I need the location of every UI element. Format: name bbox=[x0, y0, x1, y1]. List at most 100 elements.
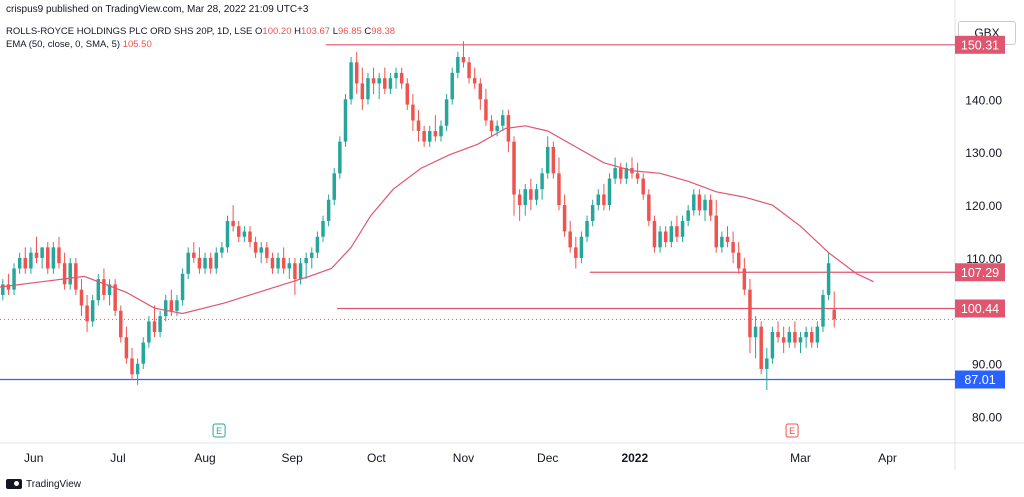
candle-body[interactable] bbox=[444, 99, 449, 126]
candle-body[interactable] bbox=[512, 141, 516, 195]
candle-body[interactable] bbox=[422, 131, 426, 142]
candle-body[interactable] bbox=[158, 316, 162, 332]
candle-body[interactable] bbox=[686, 210, 690, 221]
candle-body[interactable] bbox=[231, 220, 235, 227]
candle-body[interactable] bbox=[220, 247, 224, 253]
candle-body[interactable] bbox=[197, 257, 202, 269]
candle-body[interactable] bbox=[798, 337, 803, 343]
candle-body[interactable] bbox=[540, 173, 544, 190]
candle-body[interactable] bbox=[703, 199, 707, 211]
candle-body[interactable] bbox=[265, 247, 269, 258]
candle-body[interactable] bbox=[484, 99, 488, 121]
earnings-marker[interactable] bbox=[212, 423, 226, 438]
candle-body[interactable] bbox=[29, 252, 33, 269]
candle-body[interactable] bbox=[456, 57, 460, 73]
candle-body[interactable] bbox=[276, 257, 280, 269]
candle-body[interactable] bbox=[692, 194, 696, 211]
candle-body[interactable] bbox=[208, 257, 213, 269]
candle-body[interactable] bbox=[714, 215, 718, 248]
candle-body[interactable] bbox=[439, 125, 443, 137]
candle-body[interactable] bbox=[534, 189, 539, 200]
candle-body[interactable] bbox=[338, 141, 342, 174]
candle-body[interactable] bbox=[248, 231, 252, 243]
candle-body[interactable] bbox=[34, 252, 39, 258]
candle-body[interactable] bbox=[57, 247, 61, 264]
candle-body[interactable] bbox=[411, 104, 415, 121]
candle-body[interactable] bbox=[326, 199, 331, 221]
candle-body[interactable] bbox=[770, 331, 775, 359]
candle-body[interactable] bbox=[613, 168, 617, 179]
candle-body[interactable] bbox=[349, 62, 353, 100]
candle-body[interactable] bbox=[602, 194, 606, 206]
candle-body[interactable] bbox=[354, 62, 359, 84]
candle-body[interactable] bbox=[658, 231, 662, 248]
candle-body[interactable] bbox=[175, 300, 179, 311]
candle-body[interactable] bbox=[590, 205, 595, 221]
candle-body[interactable] bbox=[697, 194, 702, 211]
candle-body[interactable] bbox=[759, 326, 763, 369]
candle-body[interactable] bbox=[675, 226, 679, 237]
candle-body[interactable] bbox=[163, 300, 168, 317]
candle-body[interactable] bbox=[529, 189, 533, 200]
candle-body[interactable] bbox=[141, 342, 145, 364]
candle-body[interactable] bbox=[832, 309, 836, 320]
candle-body[interactable] bbox=[135, 363, 140, 375]
candle-body[interactable] bbox=[51, 247, 56, 269]
candle-body[interactable] bbox=[523, 189, 527, 206]
candle-body[interactable] bbox=[619, 168, 623, 179]
candle-body[interactable] bbox=[102, 279, 106, 295]
candle-body[interactable] bbox=[293, 263, 297, 280]
candle-body[interactable] bbox=[321, 220, 325, 237]
candle-body[interactable] bbox=[90, 300, 95, 322]
candle-body[interactable] bbox=[259, 247, 263, 253]
candle-body[interactable] bbox=[731, 242, 735, 253]
candle-body[interactable] bbox=[596, 194, 601, 206]
candle-body[interactable] bbox=[298, 263, 303, 280]
candle-body[interactable] bbox=[428, 131, 432, 142]
candle-body[interactable] bbox=[186, 252, 190, 274]
candle-body[interactable] bbox=[214, 252, 219, 269]
candle-body[interactable] bbox=[281, 257, 286, 269]
candle-body[interactable] bbox=[574, 247, 578, 258]
candle-body[interactable] bbox=[68, 263, 72, 285]
candle-body[interactable] bbox=[821, 294, 825, 327]
candle-body[interactable] bbox=[720, 236, 724, 248]
candle-body[interactable] bbox=[371, 78, 376, 84]
candle-body[interactable] bbox=[680, 220, 685, 237]
candle-body[interactable] bbox=[472, 78, 477, 84]
candle-body[interactable] bbox=[17, 257, 22, 269]
candle-body[interactable] bbox=[383, 78, 387, 89]
candle-body[interactable] bbox=[495, 125, 499, 132]
candle-body[interactable] bbox=[736, 252, 741, 269]
candle-body[interactable] bbox=[180, 273, 185, 301]
candle-body[interactable] bbox=[405, 83, 410, 105]
candle-body[interactable] bbox=[74, 263, 78, 290]
candle-body[interactable] bbox=[237, 226, 241, 237]
candle-body[interactable] bbox=[304, 257, 308, 264]
candle-body[interactable] bbox=[781, 337, 786, 343]
candle-body[interactable] bbox=[647, 194, 651, 221]
candle-body[interactable] bbox=[804, 331, 808, 338]
candle-body[interactable] bbox=[776, 331, 780, 338]
candle-body[interactable] bbox=[399, 72, 404, 84]
candle-body[interactable] bbox=[810, 331, 814, 343]
candle-body[interactable] bbox=[551, 146, 556, 174]
candle-body[interactable] bbox=[192, 252, 196, 258]
candle-body[interactable] bbox=[517, 194, 522, 206]
candle-body[interactable] bbox=[287, 263, 292, 269]
candle-body[interactable] bbox=[85, 305, 89, 322]
candle-body[interactable] bbox=[124, 337, 129, 359]
candle-body[interactable] bbox=[787, 331, 792, 343]
candle-body[interactable] bbox=[360, 83, 365, 100]
candle-body[interactable] bbox=[225, 220, 230, 248]
candle-body[interactable] bbox=[169, 300, 174, 311]
candle-body[interactable] bbox=[579, 236, 584, 258]
candle-body[interactable] bbox=[467, 62, 471, 79]
candle-body[interactable] bbox=[826, 263, 831, 295]
candle-body[interactable] bbox=[725, 236, 730, 243]
candle-body[interactable] bbox=[388, 78, 393, 89]
candle-body[interactable] bbox=[669, 226, 674, 243]
candle-body[interactable] bbox=[107, 284, 112, 295]
candle-body[interactable] bbox=[1, 284, 5, 295]
candle-body[interactable] bbox=[310, 252, 314, 258]
